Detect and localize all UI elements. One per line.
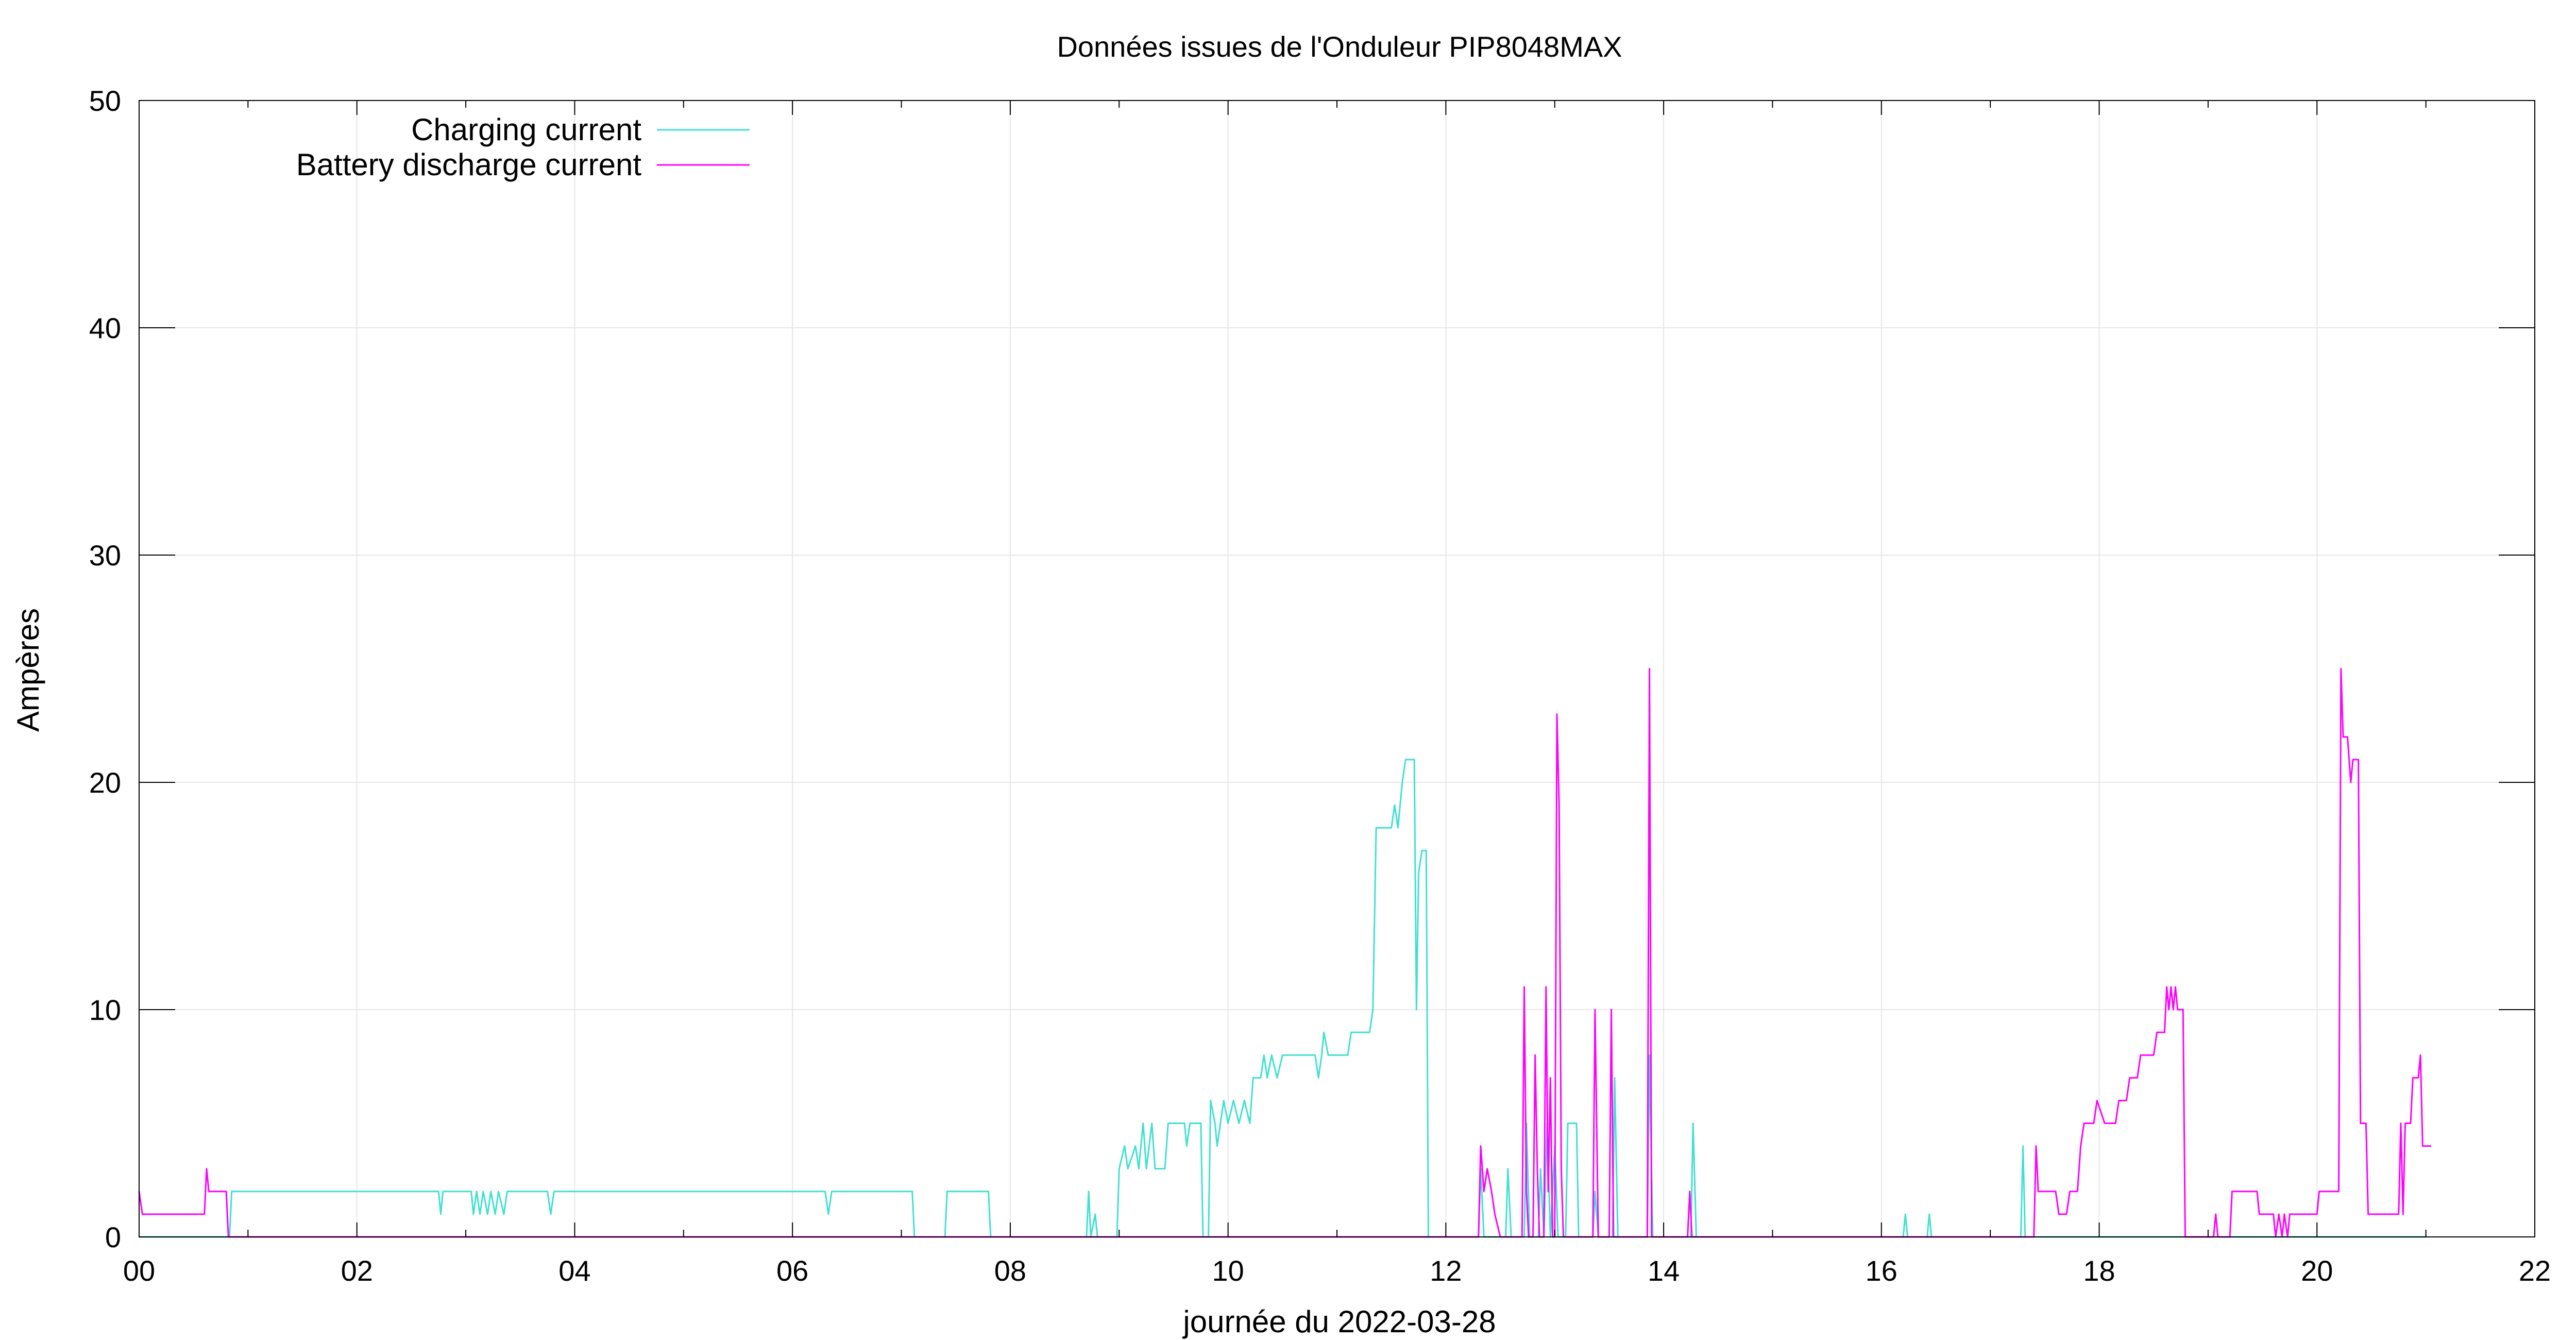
legend-label-1: Charging current bbox=[411, 112, 641, 147]
x-tick-label: 06 bbox=[776, 1254, 808, 1287]
series-line-2 bbox=[138, 668, 2432, 1238]
x-tick-label: 10 bbox=[1212, 1254, 1244, 1287]
y-axis-ticks: 0 10 20 30 40 50 bbox=[89, 85, 121, 1253]
x-axis-ticks: 00 02 04 06 08 10 12 14 16 18 20 22 bbox=[123, 1254, 2551, 1287]
y-axis-title: Ampères bbox=[11, 608, 45, 732]
x-tick-label: 08 bbox=[994, 1254, 1026, 1287]
y-tick-label: 50 bbox=[89, 85, 121, 117]
x-tick-label: 12 bbox=[1430, 1254, 1462, 1287]
x-tick-label: 02 bbox=[341, 1254, 373, 1287]
x-tick-label: 22 bbox=[2519, 1254, 2551, 1287]
chart-title: Données issues de l'Onduleur PIP8048MAX bbox=[1057, 30, 1622, 63]
x-axis-title: journée du 2022-03-28 bbox=[1182, 1304, 1496, 1339]
legend-label-2: Battery discharge current bbox=[296, 147, 642, 182]
x-tick-label: 00 bbox=[123, 1254, 155, 1287]
y-tick-label: 0 bbox=[105, 1221, 121, 1253]
y-tick-label: 20 bbox=[89, 766, 121, 799]
y-tick-label: 40 bbox=[89, 312, 121, 344]
x-tick-label: 04 bbox=[558, 1254, 590, 1287]
x-tick-label: 18 bbox=[2083, 1254, 2115, 1287]
x-tick-label: 16 bbox=[1866, 1254, 1897, 1287]
axes bbox=[139, 100, 2535, 1237]
plot-frame bbox=[139, 100, 2535, 1237]
y-tick-label: 10 bbox=[89, 994, 121, 1026]
x-tick-label: 14 bbox=[1648, 1254, 1680, 1287]
y-tick-label: 30 bbox=[89, 539, 121, 572]
x-tick-label: 20 bbox=[2301, 1254, 2333, 1287]
